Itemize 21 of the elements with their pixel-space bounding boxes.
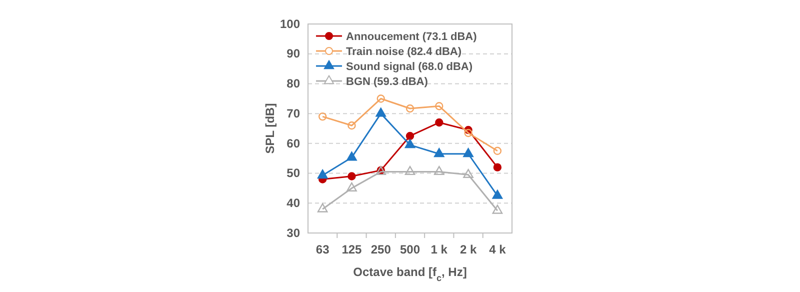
x-tick-label: 1 k: [430, 242, 448, 257]
legend-label: Sound signal (68.0 dBA): [346, 60, 473, 73]
y-tick-label: 100: [280, 16, 300, 31]
y-tick-label: 60: [286, 136, 300, 150]
x-tick-label: 2 k: [460, 242, 477, 257]
y-axis-title: SPL [dB]: [263, 103, 277, 154]
x-tick-label: 500: [400, 242, 420, 257]
y-tick-label: 90: [286, 46, 300, 61]
x-tick-label: 250: [370, 242, 392, 257]
y-tick-label: 30: [286, 226, 300, 240]
legend-label: Train noise (82.4 dBA): [346, 46, 462, 58]
legend-label: Annoucement (73.1 dBA): [346, 30, 478, 43]
x-axis-title: Octave band [f$_{c}$, Hz]: [353, 265, 467, 283]
y-tick-label: 80: [286, 76, 300, 91]
y-tick-label: 50: [286, 166, 300, 180]
x-tick-label: 4 k: [489, 242, 506, 257]
y-tick-label: 70: [286, 106, 300, 120]
y-tick-label: 40: [286, 196, 300, 210]
x-tick-label: 125: [342, 242, 362, 257]
x-tick-label: 63: [316, 242, 330, 257]
legend-label: BGN (59.3 dBA): [346, 76, 428, 88]
